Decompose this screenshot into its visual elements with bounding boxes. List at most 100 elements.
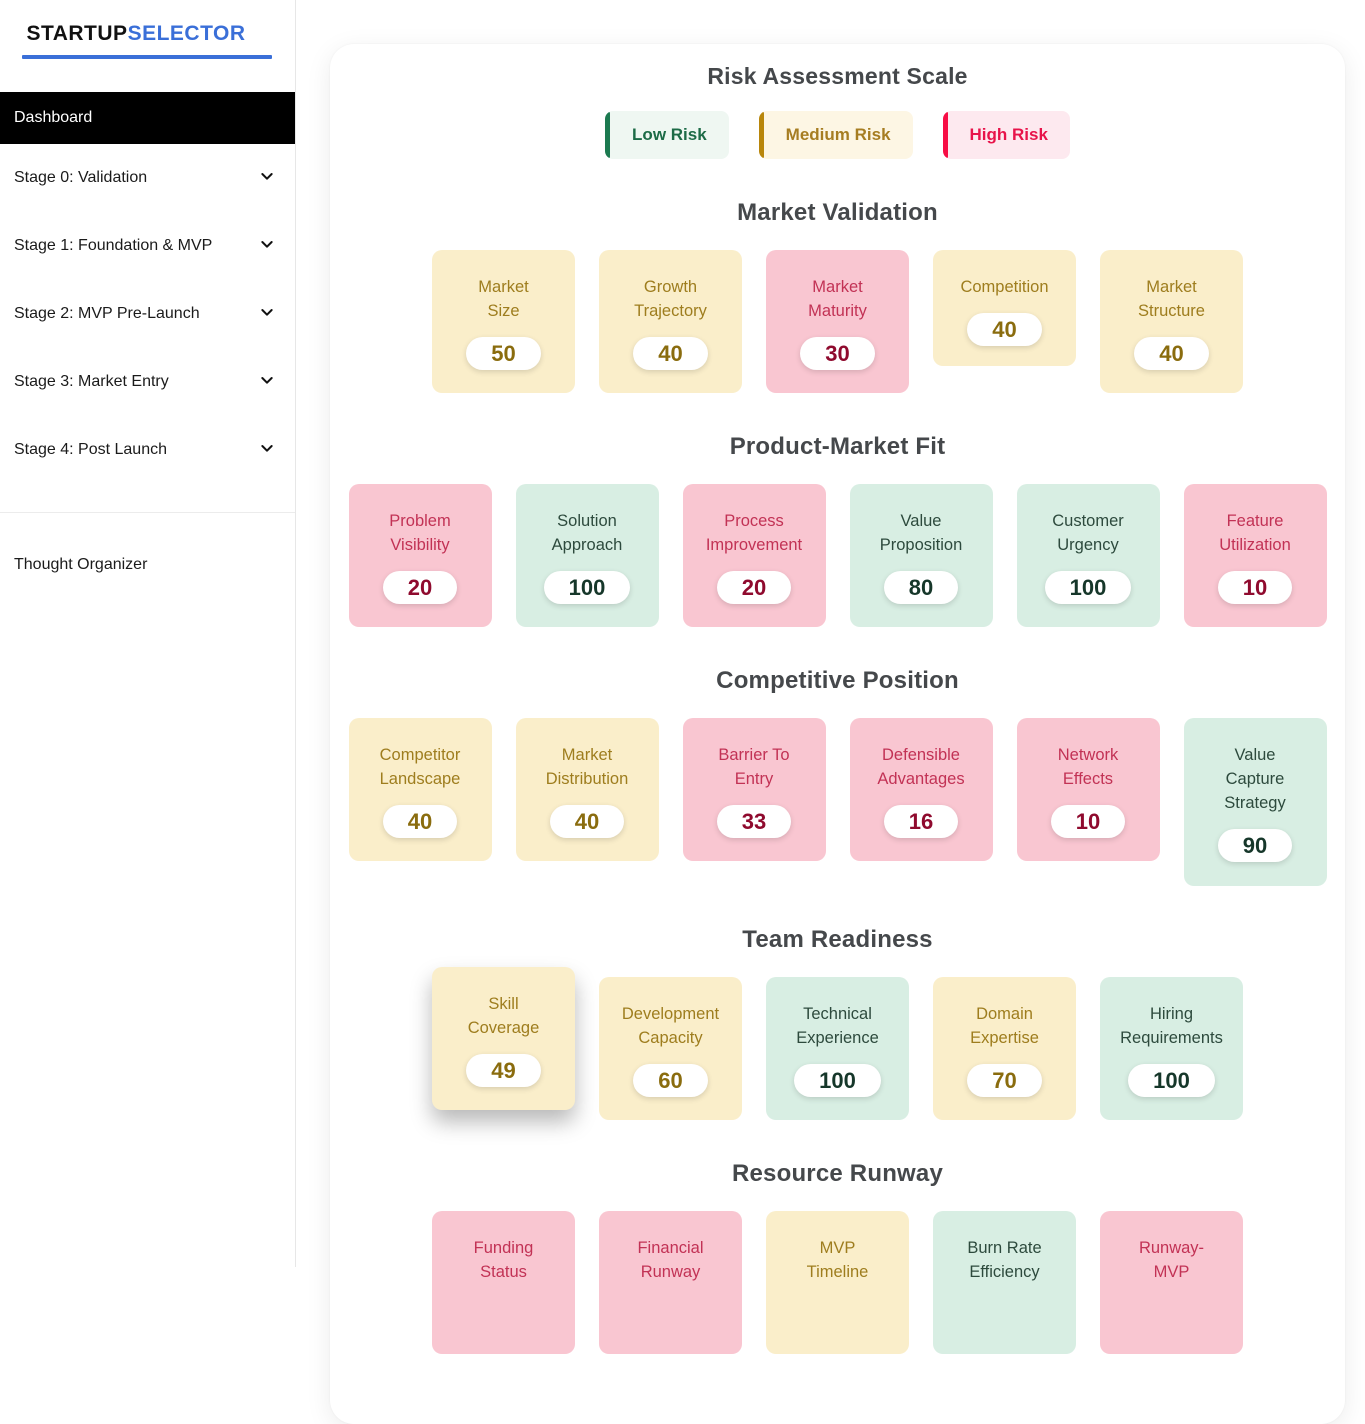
legend-label: High Risk (947, 111, 1070, 159)
metric-label-line: Competition (960, 278, 1049, 296)
legend-label: Low Risk (610, 111, 729, 159)
metric-card-development-capacity[interactable]: Development Capacity 60 (599, 977, 742, 1120)
section-title-team-readiness: Team Readiness (742, 926, 933, 953)
metric-label: Development Capacity (599, 1002, 742, 1050)
metric-label-line: Urgency (1057, 536, 1119, 554)
metric-label-line: Improvement (705, 536, 803, 554)
metric-label-line: Funding (473, 1239, 534, 1257)
metric-label-line: Skill (488, 995, 519, 1013)
metric-value: 20 (382, 571, 458, 604)
sidebar-item-thought-organizer[interactable]: Thought Organizer (14, 556, 148, 573)
metric-label-line: Efficiency (969, 1263, 1040, 1281)
metric-card-financial-runway[interactable]: Financial Runway (599, 1211, 742, 1354)
metric-label: Competition (933, 275, 1076, 299)
metric-card-value-capture-strategy[interactable]: Value Capture Strategy 90 (1183, 718, 1327, 886)
section-resource-runway: Resource Runway Funding Status Financial Run… (330, 1160, 1345, 1354)
section-competitive-position: Competitive Position Competitor Landscape 4… (330, 667, 1345, 886)
metric-label-line: Size (487, 302, 520, 320)
chevron-down-icon (259, 440, 275, 461)
card-row-product-market-fit: Problem Visibility 20 Solution Approach 100 Pr… (330, 484, 1345, 627)
metric-label: Feature Utilization (1184, 509, 1327, 557)
sections-container: Market Validation Market Size 50 Growth Traje… (330, 199, 1345, 1354)
metric-card-problem-visibility[interactable]: Problem Visibility 20 (348, 484, 492, 627)
metric-label-line: Defensible (882, 746, 960, 764)
metric-label-line: Customer (1052, 512, 1124, 530)
metric-value: 100 (1044, 571, 1132, 604)
logo-text-accent: SELECTOR (127, 22, 246, 45)
metric-label-line: Market (561, 746, 613, 764)
sidebar-item-dashboard[interactable]: Dashboard (0, 92, 295, 144)
metric-label: Solution Approach (516, 509, 659, 557)
logo-text-primary: STARTUP (26, 22, 128, 45)
sidebar-item-stage-2-mvp-pre-launch[interactable]: Stage 2: MVP Pre-Launch (0, 280, 295, 348)
metric-card-process-improvement[interactable]: Process Improvement 20 (682, 484, 826, 627)
sidebar-item-stage-0-validation[interactable]: Stage 0: Validation (0, 144, 295, 212)
metric-label: Runway- MVP (1100, 1236, 1243, 1284)
metric-card-burn-rate-efficiency[interactable]: Burn Rate Efficiency (933, 1211, 1076, 1354)
metric-card-defensible-advantages[interactable]: Defensible Advantages 16 (849, 718, 993, 861)
metric-value: 100 (1128, 1064, 1215, 1097)
section-team-readiness: Team Readiness Skill Coverage 49 Development… (330, 926, 1345, 1120)
metric-card-funding-status[interactable]: Funding Status (432, 1211, 575, 1354)
metric-label-line: Requirements (1120, 1029, 1223, 1047)
metric-card-runway-mvp[interactable]: Runway- MVP (1100, 1211, 1243, 1354)
metric-value: 90 (1217, 829, 1293, 862)
metric-label-line: Utilization (1219, 536, 1291, 554)
metric-label: Funding Status (432, 1236, 575, 1284)
sidebar-item-stage-3-market-entry[interactable]: Stage 3: Market Entry (0, 348, 295, 416)
chevron-down-icon (259, 372, 275, 393)
metric-card-market-size[interactable]: Market Size 50 (432, 250, 575, 393)
metric-value: 50 (466, 337, 541, 370)
metric-card-solution-approach[interactable]: Solution Approach 100 (515, 484, 659, 627)
legend-color-bar (605, 111, 611, 159)
metric-label: Skill Coverage (432, 992, 575, 1040)
sidebar-item-stage-1-foundation-mvp[interactable]: Stage 1: Foundation & MVP (0, 212, 295, 280)
metric-label: Customer Urgency (1017, 509, 1160, 557)
metric-value: 40 (967, 313, 1042, 346)
metric-card-customer-urgency[interactable]: Customer Urgency 100 (1016, 484, 1160, 627)
sidebar-item-stage-4-post-launch[interactable]: Stage 4: Post Launch (0, 416, 295, 484)
metric-card-market-distribution[interactable]: Market Distribution 40 (515, 718, 659, 861)
metric-card-market-maturity[interactable]: Market Maturity 30 (766, 250, 909, 393)
metric-value: 10 (1050, 805, 1126, 838)
metric-label-line: Runway (640, 1263, 701, 1281)
sidebar-item-label: Stage 2: MVP Pre-Launch (14, 305, 200, 322)
card-row-team-readiness: Skill Coverage 49 Development Capacity 60 Tech… (330, 967, 1345, 1120)
metric-card-network-effects[interactable]: Network Effects 10 (1016, 718, 1160, 861)
metric-card-domain-expertise[interactable]: Domain Expertise 70 (933, 977, 1076, 1120)
metric-label-line: Solution (557, 512, 617, 530)
legend-label: Medium Risk (763, 111, 913, 159)
metric-card-growth-trajectory[interactable]: Growth Trajectory 40 (599, 250, 742, 393)
metric-label-line: Burn Rate (967, 1239, 1042, 1257)
metric-card-technical-experience[interactable]: Technical Experience 100 (766, 977, 909, 1120)
metric-label-line: Advantages (877, 770, 965, 788)
metric-label-line: Growth (643, 278, 698, 296)
metric-card-mvp-timeline[interactable]: MVP Timeline (766, 1211, 909, 1354)
metric-label-line: Feature (1226, 512, 1284, 530)
metric-card-barrier-to-entry[interactable]: Barrier To Entry 33 (682, 718, 826, 861)
metric-value: 49 (466, 1054, 541, 1087)
metric-value: 40 (633, 337, 708, 370)
metric-label: Market Structure (1100, 275, 1243, 323)
metric-card-competition[interactable]: Competition 40 (933, 250, 1076, 366)
metric-card-competitor-landscape[interactable]: Competitor Landscape 40 (348, 718, 492, 861)
metric-label-line: Capture (1225, 770, 1285, 788)
metric-label: Defensible Advantages (850, 743, 993, 791)
legend-color-bar (942, 111, 948, 159)
metric-card-market-structure[interactable]: Market Structure 40 (1100, 250, 1243, 393)
metric-card-skill-coverage[interactable]: Skill Coverage 49 (432, 967, 575, 1110)
metric-label-line: Domain (976, 1005, 1033, 1023)
metric-card-feature-utilization[interactable]: Feature Utilization 10 (1183, 484, 1327, 627)
metric-card-value-proposition[interactable]: Value Proposition 80 (849, 484, 993, 627)
sidebar-item-label: Stage 1: Foundation & MVP (14, 237, 213, 254)
metric-card-hiring-requirements[interactable]: Hiring Requirements 100 (1100, 977, 1243, 1120)
metric-label: Process Improvement (683, 509, 826, 557)
metric-label: Technical Experience (766, 1002, 909, 1050)
section-title-product-market-fit: Product-Market Fit (729, 433, 946, 460)
logo-underline (22, 55, 272, 59)
metric-value: 10 (1217, 571, 1293, 604)
legend-chip-high-risk: High Risk (942, 111, 1070, 159)
chevron-down-icon (259, 236, 275, 257)
metric-label-line: Value (1234, 746, 1276, 764)
sidebar-divider (0, 512, 295, 513)
